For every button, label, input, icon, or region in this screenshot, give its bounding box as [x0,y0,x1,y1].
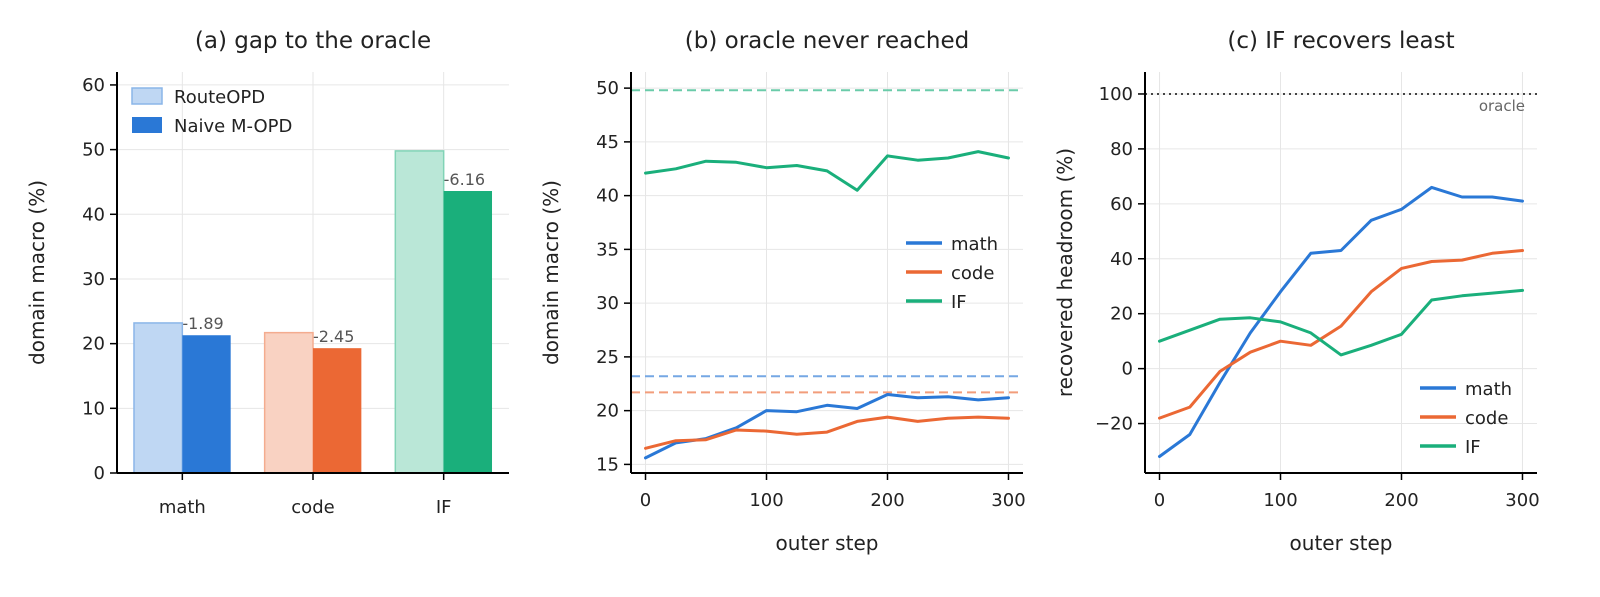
y-tick-label: 30 [82,269,105,290]
x-tick-label: IF [436,497,452,518]
y-tick-label: −20 [1095,414,1133,435]
y-tick-label: 40 [596,186,619,207]
y-tick-label: 50 [82,140,105,161]
series-line-code [1158,249,1524,420]
y-tick-label: 50 [596,78,619,99]
legend: RouteOPD Naive M-OPD [131,87,292,137]
series-line-math [644,393,1010,460]
bar-routeopd-code [263,331,314,474]
x-tick-label: 200 [870,490,904,511]
legend-swatch-routeopd [131,87,163,105]
y-tick-label: 60 [82,75,105,96]
x-axis-label: outer step [776,531,879,555]
panel-1: 15 20 25 30 35 40 45 50 0 100 200 300 (b) oracle nev… [539,28,1026,555]
x-tick-label: 0 [640,490,651,511]
gap-label-IF: -6.16 [444,170,485,189]
y-tick-label: 15 [596,454,619,475]
series-line-math [1158,185,1524,458]
y-tick-label: 80 [1110,139,1133,160]
bar-naive-math [182,335,231,473]
y-axis-label: domain macro (%) [25,180,49,365]
legend-label-routeopd: RouteOPD [174,87,265,108]
y-tick-label: 0 [94,463,105,484]
y-tick-label: 100 [1099,84,1133,105]
legend: math code IF [1420,379,1512,458]
legend-label-code: code [951,263,994,284]
y-tick-label: 60 [1110,194,1133,215]
y-tick-label: 40 [1110,249,1133,270]
x-tick-label: 0 [1154,490,1165,511]
x-tick-label: code [291,497,334,518]
legend-label-code: code [1465,408,1508,429]
x-tick-label: 300 [1505,490,1539,511]
bar-routeopd-IF [394,150,445,474]
gap-label-math: -1.89 [182,314,223,333]
y-tick-label: 35 [596,239,619,260]
panel-title: (a) gap to the oracle [195,28,431,54]
legend-label-math: math [1465,379,1512,400]
series-line-if [644,150,1010,192]
x-axis-label: outer step [1290,531,1393,555]
series-line-code [644,415,1010,450]
legend-label-if: IF [951,292,967,313]
y-tick-label: 25 [596,347,619,368]
y-tick-label: 0 [1122,359,1133,380]
x-tick-label: 100 [1263,490,1297,511]
series-line-if [1158,288,1524,357]
legend: math code IF [906,234,998,313]
legend-label-if: IF [1465,437,1481,458]
y-axis-label: recovered headroom (%) [1053,148,1077,397]
x-tick-label: 300 [991,490,1025,511]
x-tick-label: math [159,497,206,518]
legend-label-naive: Naive M-OPD [174,116,292,137]
x-tick-label: 100 [749,490,783,511]
legend-swatch-naive [132,117,162,133]
oracle-label: oracle [1479,97,1525,115]
panel-title: (c) IF recovers least [1227,28,1454,54]
panel-title: (b) oracle never reached [685,28,969,54]
panel-0: -1.89 math -2.45 code -6.16 IF 0 10 20 30 40 50 60 (a… [25,28,509,518]
y-tick-label: 40 [82,204,105,225]
gap-label-code: -2.45 [313,327,354,346]
y-tick-label: 20 [1110,304,1133,325]
y-tick-label: 30 [596,293,619,314]
bar-routeopd-math [133,322,184,474]
legend-label-math: math [951,234,998,255]
y-axis-label: domain macro (%) [539,180,563,365]
panel-2: oracle −20 0 20 40 60 80 100 0 100 200 300 (c) IF re… [1053,28,1540,555]
x-tick-label: 200 [1384,490,1418,511]
bar-naive-code [313,348,362,473]
y-tick-label: 20 [596,401,619,422]
y-tick-label: 45 [596,132,619,153]
y-tick-label: 20 [82,334,105,355]
bar-naive-IF [443,191,493,473]
y-tick-label: 10 [82,398,105,419]
